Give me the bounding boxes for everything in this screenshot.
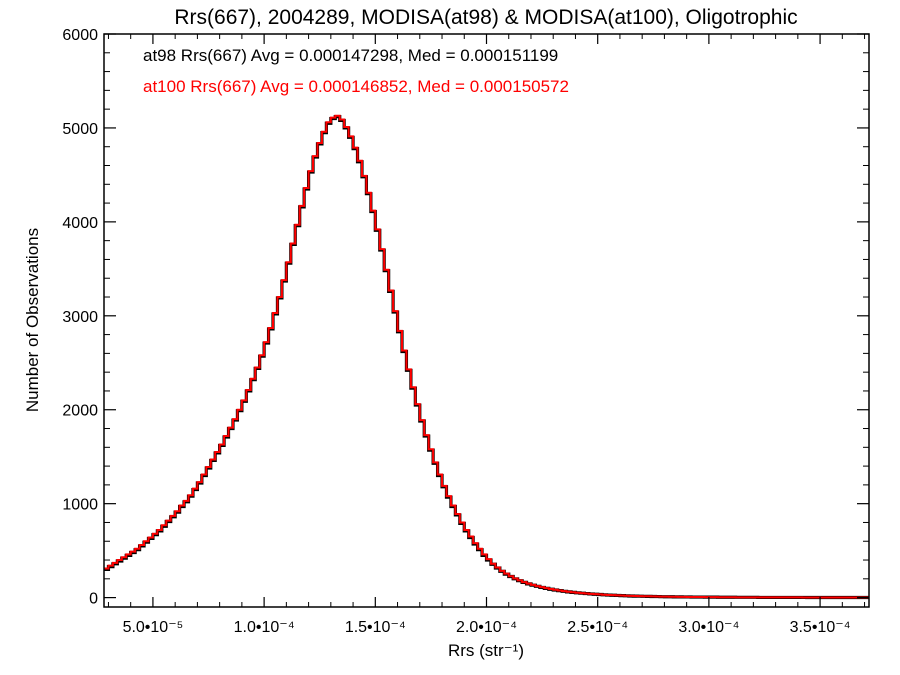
y-tick-label: 0 [89,591,98,608]
y-tick-label: 1000 [62,497,98,514]
y-tick-label: 3000 [62,309,98,326]
y-tick-label: 5000 [62,121,98,138]
chart-title: Rrs(667), 2004289, MODISA(at98) & MODISA… [174,6,797,29]
y-tick-label: 6000 [62,27,98,44]
y-axis: 0 1000 2000 3000 4000 5000 6000 [62,27,869,608]
legend-label-at100: at100 Rrs(667) Avg = 0.000146852, Med = … [143,77,569,96]
y-tick-label: 2000 [62,403,98,420]
x-tick-label: 2.0•10⁻⁴ [456,619,517,636]
plot-area [104,114,869,600]
x-tick-label: 3.0•10⁻⁴ [678,619,739,636]
y-axis-label: Number of Observations [23,228,42,412]
x-axis: 5.0•10⁻⁵ 1.0•10⁻⁴ 1.5•10⁻⁴ 2.0•10⁻⁴ 2.5•10⁻⁴… [107,34,866,636]
x-tick-label: 5.0•10⁻⁵ [123,619,184,636]
x-tick-label: 1.5•10⁻⁴ [345,619,406,636]
x-tick-label: 2.5•10⁻⁴ [567,619,628,636]
x-tick-label: 3.5•10⁻⁴ [790,619,851,636]
x-axis-label: Rrs (str⁻¹) [448,641,524,660]
legend-label-at98: at98 Rrs(667) Avg = 0.000147298, Med = 0… [143,46,558,65]
histogram-series-at100 [104,114,869,599]
x-tick-label: 1.0•10⁻⁴ [234,619,295,636]
y-tick-label: 4000 [62,215,98,232]
